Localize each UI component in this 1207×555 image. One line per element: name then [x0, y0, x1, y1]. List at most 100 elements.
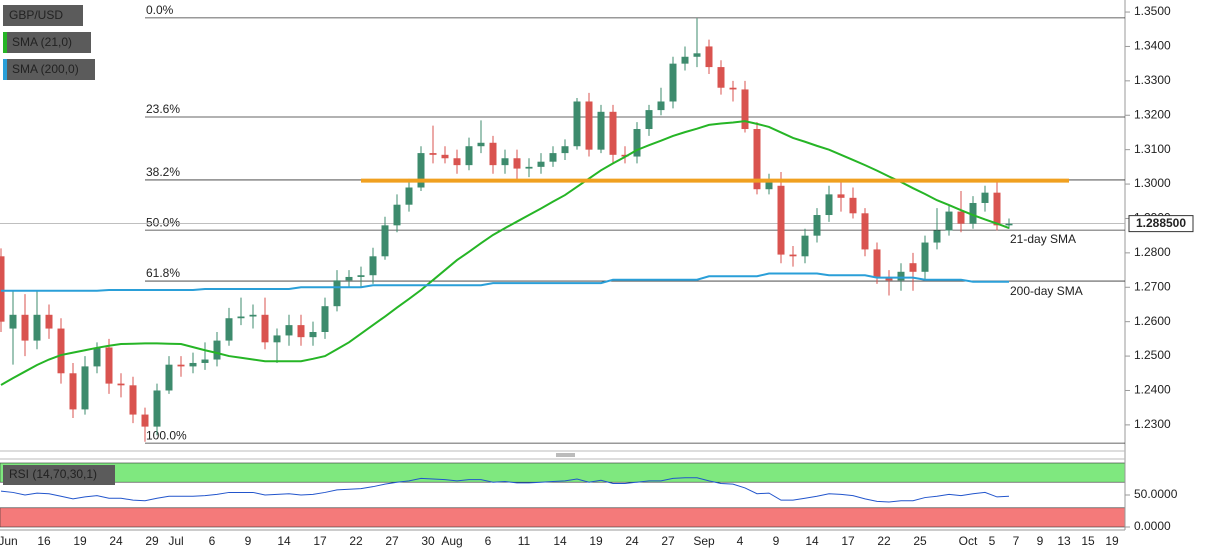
- fib-label: 61.8%: [146, 266, 180, 280]
- candle-body: [321, 306, 329, 332]
- y-tick-label: 0.0000: [1134, 519, 1171, 533]
- candle-body: [825, 194, 833, 216]
- candle-body: [957, 211, 965, 224]
- x-tick-label: 27: [385, 534, 399, 548]
- candle-body: [21, 314, 29, 341]
- line: [1, 272, 1009, 292]
- overbought-zone: [0, 462, 1126, 483]
- candle-body: [729, 87, 737, 90]
- candle-body: [165, 364, 173, 391]
- candle-body: [369, 256, 377, 276]
- x-tick-label: 9: [773, 534, 780, 548]
- candle-body: [141, 414, 149, 427]
- x-tick-label: 6: [209, 534, 216, 548]
- x-tick-label: Aug: [441, 534, 462, 548]
- fib-label: 0.0%: [146, 3, 174, 17]
- x-tick-label: 17: [841, 534, 855, 548]
- fib-label: 50.0%: [146, 215, 180, 229]
- candle-body: [333, 280, 341, 307]
- candle-body: [189, 362, 197, 367]
- x-tick-label: 22: [349, 534, 363, 548]
- candle-body: [93, 347, 101, 367]
- candle-body: [405, 187, 413, 205]
- candle-body: [705, 46, 713, 68]
- candle-body: [945, 211, 953, 231]
- candle-body: [861, 213, 869, 250]
- annotation: 21-day SMA: [1010, 232, 1076, 246]
- candle-body: [153, 390, 161, 427]
- y-tick-label: 1.2800: [1134, 245, 1171, 259]
- candle-body: [477, 142, 485, 147]
- x-tick-label: 4: [737, 534, 744, 548]
- candle-body: [465, 146, 473, 166]
- y-tick-label: 1.3200: [1134, 107, 1171, 121]
- y-tick-label: 1.3500: [1134, 4, 1171, 18]
- legend-label: RSI (14,70,30,1): [9, 467, 97, 481]
- candle-body: [57, 328, 65, 374]
- candle-body: [909, 263, 917, 272]
- candle-body: [537, 161, 545, 167]
- candle-body: [429, 153, 437, 155]
- candle-body: [921, 242, 929, 272]
- legend-label: SMA (200,0): [12, 62, 79, 76]
- fib-label: 38.2%: [146, 165, 180, 179]
- candle-body: [981, 192, 989, 203]
- candle-body: [381, 225, 389, 257]
- x-tick-label: 19: [1105, 534, 1119, 548]
- candle-body: [285, 325, 293, 336]
- x-tick-label: 7: [1013, 534, 1020, 548]
- x-tick-label: 15: [1081, 534, 1095, 548]
- candle-body: [969, 202, 977, 224]
- candle-body: [585, 101, 593, 150]
- x-tick-label: Jun: [0, 534, 18, 548]
- candle-body: [885, 276, 893, 281]
- candle-body: [9, 314, 17, 329]
- x-tick-label: Oct: [959, 534, 978, 548]
- x-tick-label: 9: [1037, 534, 1044, 548]
- candle-body: [633, 129, 641, 157]
- candle-body: [849, 197, 857, 214]
- x-tick-label: 16: [37, 534, 51, 548]
- x-tick-label: 14: [805, 534, 819, 548]
- candle-body: [33, 314, 41, 341]
- candle-body: [453, 158, 461, 166]
- y-tick-label: 1.2500: [1134, 348, 1171, 362]
- x-tick-label: 14: [277, 534, 291, 548]
- x-tick-label: 19: [73, 534, 87, 548]
- candle-body: [657, 101, 665, 111]
- candle-body: [441, 154, 449, 159]
- candle-body: [525, 166, 533, 169]
- candle-body: [81, 366, 89, 410]
- candle-body: [513, 158, 521, 169]
- candle-body: [933, 230, 941, 243]
- candle-body: [177, 364, 185, 367]
- x-tick-label: 6: [485, 534, 492, 548]
- y-tick-label: 1.2400: [1134, 383, 1171, 397]
- candle-body: [597, 111, 605, 150]
- candle-body: [1005, 223, 1013, 226]
- candle-body: [813, 215, 821, 236]
- candle-body: [753, 129, 761, 190]
- fib-label: 100.0%: [146, 428, 187, 442]
- candle-body: [297, 325, 305, 338]
- x-tick-label: 9: [245, 534, 252, 548]
- line: [0, 477, 1010, 503]
- resize-handle[interactable]: [556, 453, 575, 457]
- candle-body: [249, 314, 257, 317]
- x-tick-label: 24: [625, 534, 639, 548]
- legend-box: [3, 32, 91, 53]
- x-tick-label: 14: [553, 534, 567, 548]
- legend-swatch: [3, 32, 7, 53]
- candle-body: [561, 146, 569, 154]
- y-tick-label: 1.3300: [1134, 73, 1171, 87]
- x-tick-label: 30: [421, 534, 435, 548]
- x-tick-label: 25: [913, 534, 927, 548]
- last-price-box: [1128, 215, 1194, 233]
- candle-body: [573, 101, 581, 147]
- candle-body: [669, 63, 677, 102]
- x-tick-label: 22: [877, 534, 891, 548]
- y-tick-label: 1.2700: [1134, 279, 1171, 293]
- candle-body: [993, 192, 1001, 226]
- candle-body: [765, 182, 773, 190]
